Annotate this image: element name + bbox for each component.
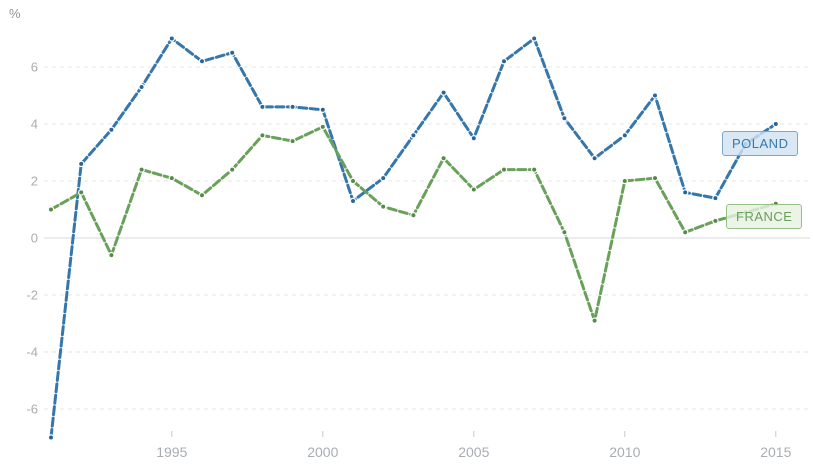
poland-point-1992 [77, 160, 85, 168]
france-point-2006 [500, 166, 508, 173]
y-axis-unit-label: % [9, 6, 21, 21]
x-tick-label: 2015 [760, 444, 792, 460]
france-point-1991 [47, 206, 55, 213]
france-point-1993 [108, 251, 115, 259]
france-point-2007 [531, 166, 538, 173]
france-point-2011 [651, 174, 659, 182]
y-tick-label: 4 [30, 116, 38, 132]
france-point-1996 [198, 192, 206, 199]
france-point-2002 [380, 203, 387, 210]
y-tick-label: 2 [30, 173, 38, 189]
poland-point-2013 [712, 194, 719, 202]
poland-point-2012 [682, 189, 689, 196]
x-tick-label: 2000 [307, 444, 339, 460]
france-point-2009 [591, 317, 598, 324]
france-point-1998 [259, 132, 266, 139]
france-point-2001 [349, 177, 357, 185]
poland-point-2002 [380, 174, 387, 182]
poland-point-2000 [319, 106, 326, 113]
x-tick-label: 1995 [156, 444, 188, 460]
poland-point-2010 [621, 132, 629, 139]
france-point-1997 [228, 166, 236, 173]
poland-point-1996 [198, 58, 206, 65]
y-tick-label: -2 [26, 287, 38, 303]
poland-point-1995 [168, 35, 175, 42]
poland-point-2004 [440, 89, 447, 96]
poland-point-1997 [228, 49, 236, 56]
poland-point-2015 [772, 120, 780, 128]
poland-point-2008 [561, 115, 568, 122]
france-point-2003 [410, 211, 417, 219]
france-point-2004 [440, 154, 447, 162]
france-point-1992 [77, 189, 85, 196]
y-tick-label: 0 [30, 230, 38, 246]
poland-point-1999 [289, 103, 296, 111]
series-label-poland: POLAND [722, 131, 799, 156]
france-line [49, 125, 778, 323]
series-label-france: FRANCE [726, 204, 803, 229]
poland-point-2007 [531, 35, 538, 42]
poland-point-2011 [651, 92, 659, 99]
france-point-1999 [289, 137, 296, 145]
france-point-2000 [319, 123, 326, 131]
france-point-2012 [682, 229, 689, 236]
france-point-2005 [470, 186, 477, 193]
poland-point-2003 [410, 132, 417, 139]
poland-point-2001 [349, 197, 357, 205]
france-point-1995 [168, 174, 175, 182]
poland-point-2009 [591, 154, 598, 162]
france-point-2013 [712, 217, 719, 225]
poland-point-1994 [138, 83, 145, 91]
y-tick-label: -6 [26, 401, 38, 417]
france-point-2008 [561, 229, 568, 236]
y-tick-label: 6 [30, 59, 38, 75]
poland-point-2005 [470, 135, 477, 142]
poland-point-1993 [108, 126, 115, 133]
y-tick-label: -4 [26, 344, 38, 360]
x-tick-label: 2005 [458, 444, 490, 460]
x-tick-label: 2010 [609, 444, 641, 460]
france-point-1994 [138, 166, 145, 173]
poland-point-2006 [500, 58, 508, 65]
poland-point-1998 [259, 103, 266, 111]
poland-point-1991 [47, 434, 55, 441]
france-point-2010 [621, 177, 629, 185]
